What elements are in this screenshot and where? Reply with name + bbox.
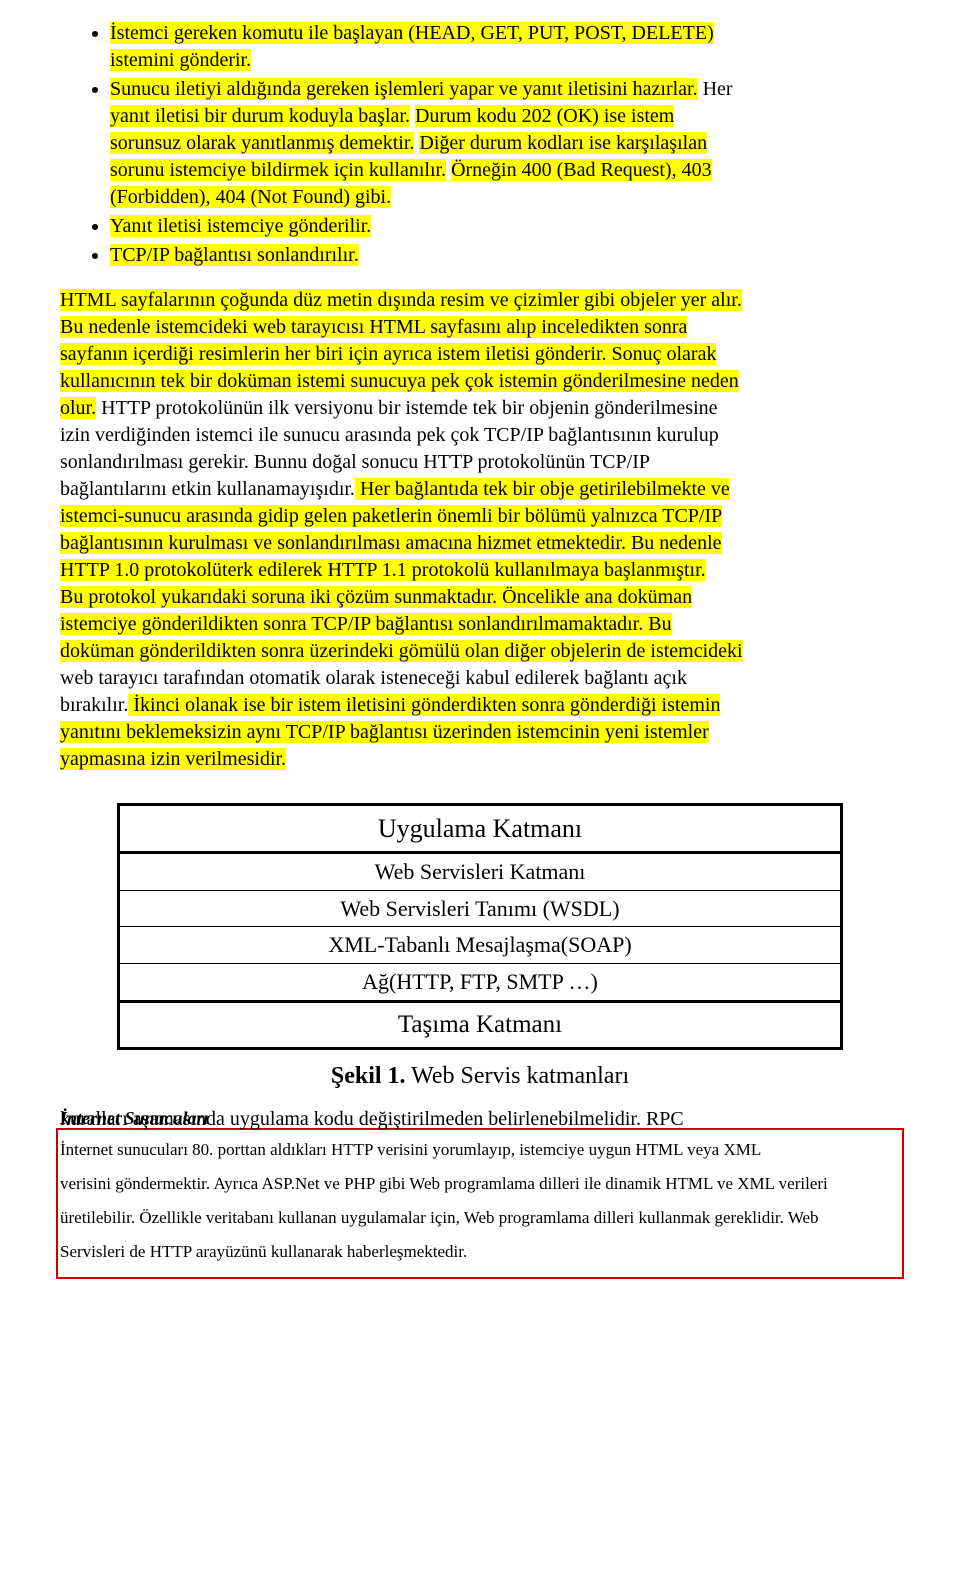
highlighted-text: yanıt iletisi bir durum koduyla başlar. [110, 105, 410, 127]
table-row: Ağ(HTTP, FTP, SMTP …) [120, 964, 840, 1003]
table-row: Web Servisleri Tanımı (WSDL) [120, 891, 840, 928]
highlighted-text: İkinci olanak ise bir istem iletisini gö… [128, 694, 720, 716]
table-row: Taşıma Katmanı [120, 1003, 840, 1050]
highlighted-text: Bu nedenle istemcideki web tarayıcısı HT… [60, 316, 687, 338]
highlighted-text: Öncelikle ana doküman [497, 586, 692, 608]
highlighted-text: bağlantısının kurulması ve sonlandırılma… [60, 532, 626, 554]
plain-text: web tarayıcı tarafından otomatik olarak … [60, 667, 687, 689]
highlighted-text: sorunsuz olarak yanıtlanmış demektir. [110, 132, 414, 154]
figure-caption: Şekil 1. Web Servis katmanları [60, 1060, 900, 1092]
highlighted-text: istemini gönderir. [110, 49, 251, 71]
highlighted-text: sayfanın içerdiği resimlerin her biri iç… [60, 343, 607, 365]
footer-section: kuralları aşamasında uygulama kodu değiş… [60, 1106, 900, 1269]
highlighted-text: TCP/IP bağlantısı sonlandırılır. [110, 244, 359, 266]
highlighted-text: doküman gönderildikten sonra üzerindeki … [60, 640, 743, 662]
plain-text: sonlandırılması gerekir. Bunnu doğal son… [60, 451, 650, 473]
plain-text: bırakılır. [60, 694, 128, 716]
paragraph: HTML sayfalarının çoğunda düz metin dışı… [60, 287, 900, 773]
body-text: kuralları aşamasında uygulama kodu değiş… [60, 1106, 900, 1133]
overlapping-text: kuralları aşamasında uygulama kodu değiş… [60, 1106, 900, 1133]
caption-label: Şekil 1. [331, 1063, 406, 1089]
highlighted-text: Diğer durum kodları ise karşılaşılan [419, 132, 707, 154]
highlighted-text: olur. [60, 397, 96, 419]
table-row: Uygulama Katmanı [120, 806, 840, 854]
bullet-list: İstemci gereken komutu ile başlayan (HEA… [60, 20, 900, 269]
text-line: İnternet sunucuları 80. porttan aldıklar… [60, 1140, 761, 1159]
plain-text: HTTP protokolünün ilk versiyonu bir iste… [96, 397, 717, 419]
text-line: verisini göndermektir. Ayrıca ASP.Net ve… [60, 1174, 828, 1193]
table-row: XML-Tabanlı Mesajlaşma(SOAP) [120, 927, 840, 964]
highlighted-text: yanıtını beklemeksizin aynı TCP/IP bağla… [60, 721, 709, 743]
highlighted-text: Bu protokol yukarıdaki soruna iki çözüm … [60, 586, 497, 608]
text-line: üretilebilir. Özellikle veritabanı kulla… [60, 1208, 819, 1227]
highlighted-text: Sunucu iletiyi aldığında gereken işlemle… [110, 78, 698, 100]
highlighted-text: sorunu istemciye bildirmek için kullanıl… [110, 159, 446, 181]
highlighted-text: HTML sayfalarının çoğunda düz metin dışı… [60, 289, 742, 311]
highlighted-text: yapmasına izin verilmesidir. [60, 748, 286, 770]
highlighted-text: HTTP 1.0 protokolüterk edilerek HTTP 1.1… [60, 559, 706, 581]
highlighted-text: Bu [643, 613, 671, 635]
list-item: İstemci gereken komutu ile başlayan (HEA… [110, 20, 900, 74]
highlighted-text: istemci-sunucu arasında gidip gelen pake… [60, 505, 722, 527]
highlighted-text: İstemci gereken komutu ile başlayan (HEA… [110, 22, 714, 44]
list-item: Yanıt iletisi istemciye gönderilir. [110, 213, 900, 240]
highlighted-text: istemciye gönderildikten sonra TCP/IP ba… [60, 613, 643, 635]
highlighted-text: Örneğin 400 (Bad Request), 403 [451, 159, 712, 181]
highlighted-text: (Forbidden), 404 (Not Found) gibi. [110, 186, 391, 208]
table-row: Web Servisleri Katmanı [120, 854, 840, 891]
layers-table: Uygulama Katmanı Web Servisleri Katmanı … [117, 803, 843, 1050]
text-line: Servisleri de HTTP arayüzünü kullanarak … [60, 1242, 467, 1261]
highlighted-text: kullanıcının tek bir doküman istemi sunu… [60, 370, 739, 392]
highlighted-text: Bu nedenle [626, 532, 722, 554]
highlighted-text: Durum kodu 202 (OK) ise istem [415, 105, 674, 127]
plain-text: bağlantılarını etkin kullanamayışıdır. [60, 478, 355, 500]
list-item: Sunucu iletiyi aldığında gereken işlemle… [110, 76, 900, 211]
body-text: İnternet sunucuları 80. porttan aldıklar… [60, 1133, 900, 1269]
highlighted-text: Yanıt iletisi istemciye gönderilir. [110, 215, 371, 237]
highlighted-text: Her bağlantıda tek bir obje getirilebilm… [355, 478, 730, 500]
plain-text: izin verdiğinden istemci ile sunucu aras… [60, 424, 719, 446]
caption-text: Web Servis katmanları [406, 1063, 630, 1089]
plain-text: Her [703, 78, 733, 100]
highlighted-text: Sonuç olarak [607, 343, 717, 365]
list-item: TCP/IP bağlantısı sonlandırılır. [110, 242, 900, 269]
